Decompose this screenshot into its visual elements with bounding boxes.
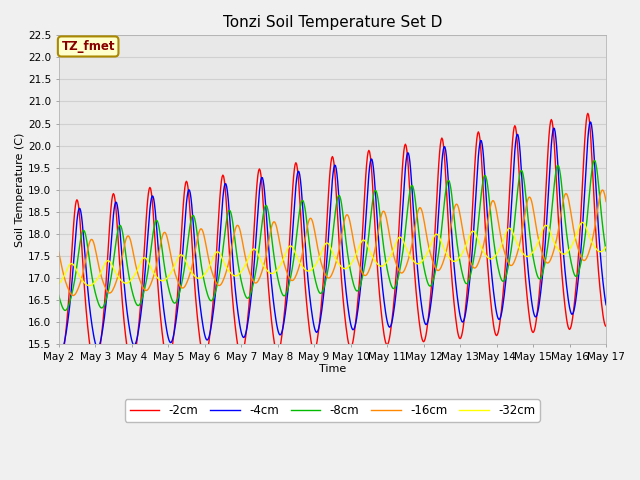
-32cm	[324, 241, 332, 247]
Title: Tonzi Soil Temperature Set D: Tonzi Soil Temperature Set D	[223, 15, 442, 30]
-16cm	[55, 249, 63, 255]
-4cm	[199, 324, 207, 330]
-32cm	[85, 283, 93, 288]
-16cm	[176, 282, 184, 288]
-8cm	[378, 228, 386, 234]
-8cm	[324, 264, 332, 269]
-2cm	[584, 110, 591, 116]
-4cm	[378, 277, 386, 283]
-32cm	[176, 252, 184, 258]
Line: -4cm: -4cm	[59, 122, 606, 350]
-32cm	[432, 231, 440, 237]
X-axis label: Time: Time	[319, 364, 346, 374]
-16cm	[324, 275, 332, 281]
-8cm	[602, 248, 610, 254]
Line: -8cm: -8cm	[59, 160, 606, 311]
-4cm	[57, 348, 65, 353]
-2cm	[324, 203, 332, 209]
-2cm	[55, 370, 63, 375]
-16cm	[602, 199, 610, 204]
-4cm	[553, 144, 561, 150]
-8cm	[61, 308, 69, 313]
-2cm	[377, 307, 385, 313]
-4cm	[602, 302, 610, 308]
-32cm	[378, 264, 386, 269]
-2cm	[431, 229, 439, 235]
Line: -2cm: -2cm	[59, 113, 606, 372]
-32cm	[602, 244, 610, 250]
-16cm	[432, 265, 440, 271]
-32cm	[553, 244, 561, 250]
-16cm	[199, 229, 207, 235]
-16cm	[598, 187, 606, 193]
-2cm	[198, 352, 206, 358]
-8cm	[591, 157, 598, 163]
-8cm	[55, 292, 63, 298]
-16cm	[553, 236, 561, 242]
-32cm	[579, 219, 586, 225]
-16cm	[378, 211, 386, 216]
-4cm	[176, 288, 184, 294]
-8cm	[432, 267, 440, 273]
Y-axis label: Soil Temperature (C): Soil Temperature (C)	[15, 132, 25, 247]
-32cm	[55, 281, 63, 287]
Text: TZ_fmet: TZ_fmet	[61, 40, 115, 53]
-8cm	[199, 273, 207, 279]
-2cm	[602, 324, 610, 329]
-8cm	[176, 289, 184, 295]
Line: -32cm: -32cm	[59, 222, 606, 286]
Line: -16cm: -16cm	[59, 190, 606, 296]
-4cm	[432, 252, 440, 258]
-2cm	[552, 169, 560, 175]
-4cm	[324, 232, 332, 238]
-4cm	[586, 119, 594, 125]
-4cm	[55, 342, 63, 348]
-8cm	[553, 165, 561, 171]
Legend: -2cm, -4cm, -8cm, -16cm, -32cm: -2cm, -4cm, -8cm, -16cm, -32cm	[125, 399, 540, 421]
-16cm	[69, 293, 77, 299]
-2cm	[175, 275, 182, 280]
-32cm	[199, 273, 207, 279]
